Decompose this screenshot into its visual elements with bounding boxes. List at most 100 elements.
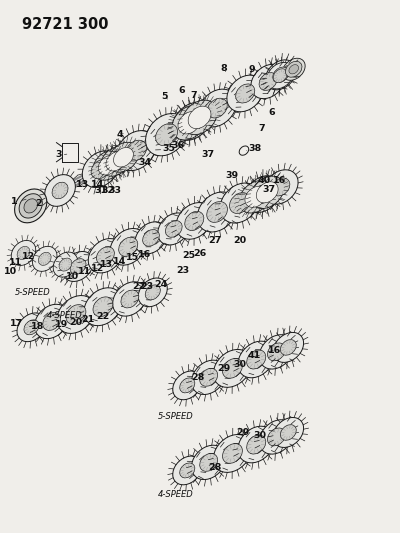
Ellipse shape bbox=[88, 239, 123, 273]
Text: 33: 33 bbox=[108, 186, 121, 195]
Ellipse shape bbox=[182, 100, 217, 135]
Text: 27: 27 bbox=[208, 237, 222, 246]
Text: 10: 10 bbox=[4, 268, 17, 276]
Ellipse shape bbox=[138, 278, 167, 306]
Ellipse shape bbox=[93, 150, 124, 180]
Ellipse shape bbox=[66, 305, 86, 325]
Ellipse shape bbox=[17, 313, 46, 342]
Text: 21: 21 bbox=[82, 315, 95, 324]
Text: 30: 30 bbox=[253, 431, 266, 440]
Ellipse shape bbox=[158, 213, 190, 245]
Text: 14: 14 bbox=[91, 180, 104, 189]
Ellipse shape bbox=[126, 140, 146, 161]
Text: 4-SPEED: 4-SPEED bbox=[158, 489, 193, 498]
Text: 7: 7 bbox=[191, 91, 197, 100]
Ellipse shape bbox=[268, 428, 285, 446]
Text: 14: 14 bbox=[113, 257, 126, 265]
Ellipse shape bbox=[108, 142, 139, 172]
Ellipse shape bbox=[84, 288, 122, 326]
Ellipse shape bbox=[173, 102, 211, 140]
Text: 13: 13 bbox=[76, 180, 89, 189]
Ellipse shape bbox=[273, 69, 287, 83]
Text: 28: 28 bbox=[208, 463, 222, 472]
Ellipse shape bbox=[273, 67, 289, 83]
Text: 6: 6 bbox=[179, 85, 186, 94]
Ellipse shape bbox=[57, 295, 95, 334]
Text: 23: 23 bbox=[140, 281, 153, 290]
Text: 37: 37 bbox=[202, 150, 215, 159]
Text: 16: 16 bbox=[268, 346, 281, 355]
Ellipse shape bbox=[236, 84, 255, 103]
Ellipse shape bbox=[19, 193, 42, 218]
Ellipse shape bbox=[146, 114, 188, 156]
Ellipse shape bbox=[98, 156, 118, 175]
Ellipse shape bbox=[197, 192, 237, 232]
Ellipse shape bbox=[32, 246, 57, 271]
Ellipse shape bbox=[116, 131, 156, 171]
Ellipse shape bbox=[268, 343, 285, 361]
Text: 30: 30 bbox=[234, 360, 246, 369]
Ellipse shape bbox=[200, 454, 218, 471]
Ellipse shape bbox=[145, 285, 160, 300]
Ellipse shape bbox=[192, 445, 226, 480]
Text: 34: 34 bbox=[138, 158, 152, 167]
Text: 18: 18 bbox=[31, 321, 44, 330]
Ellipse shape bbox=[289, 64, 298, 74]
Ellipse shape bbox=[70, 259, 86, 274]
Ellipse shape bbox=[222, 443, 242, 463]
Ellipse shape bbox=[192, 360, 226, 394]
Text: 22: 22 bbox=[96, 312, 110, 321]
Ellipse shape bbox=[227, 75, 264, 112]
Ellipse shape bbox=[207, 98, 227, 118]
Ellipse shape bbox=[119, 237, 138, 256]
Ellipse shape bbox=[239, 181, 272, 213]
Ellipse shape bbox=[245, 186, 267, 207]
Text: 15: 15 bbox=[126, 253, 140, 262]
Ellipse shape bbox=[34, 304, 69, 338]
Ellipse shape bbox=[250, 176, 284, 208]
Text: 24: 24 bbox=[154, 279, 167, 288]
Ellipse shape bbox=[172, 106, 207, 140]
Ellipse shape bbox=[213, 350, 252, 387]
Ellipse shape bbox=[273, 417, 304, 448]
Text: 31: 31 bbox=[95, 186, 108, 195]
Ellipse shape bbox=[121, 290, 139, 308]
Text: 39: 39 bbox=[226, 171, 239, 180]
Text: 36: 36 bbox=[172, 141, 185, 150]
Text: 11: 11 bbox=[78, 268, 91, 276]
Ellipse shape bbox=[166, 221, 182, 237]
Ellipse shape bbox=[17, 246, 30, 260]
Text: 20: 20 bbox=[234, 237, 246, 246]
Text: 29: 29 bbox=[236, 428, 249, 437]
Ellipse shape bbox=[220, 183, 260, 223]
Ellipse shape bbox=[286, 61, 302, 77]
Text: 25: 25 bbox=[182, 252, 195, 260]
Text: 10: 10 bbox=[66, 272, 79, 280]
Ellipse shape bbox=[113, 282, 147, 316]
Ellipse shape bbox=[282, 58, 305, 80]
Ellipse shape bbox=[259, 420, 294, 454]
Ellipse shape bbox=[188, 106, 211, 128]
Text: 2: 2 bbox=[36, 199, 42, 208]
Text: 41: 41 bbox=[248, 351, 261, 360]
Text: 22: 22 bbox=[132, 281, 145, 290]
Ellipse shape bbox=[114, 148, 133, 167]
Ellipse shape bbox=[135, 222, 167, 254]
Text: 29: 29 bbox=[218, 364, 231, 373]
Text: 12: 12 bbox=[91, 264, 104, 272]
Text: 19: 19 bbox=[55, 320, 68, 329]
Text: 9: 9 bbox=[249, 66, 255, 74]
Ellipse shape bbox=[176, 203, 213, 239]
Text: 37: 37 bbox=[263, 185, 276, 194]
Ellipse shape bbox=[52, 182, 68, 199]
Ellipse shape bbox=[266, 60, 296, 90]
Ellipse shape bbox=[253, 184, 272, 204]
Text: 23: 23 bbox=[177, 266, 190, 274]
Text: 5: 5 bbox=[162, 92, 168, 101]
Ellipse shape bbox=[251, 64, 285, 99]
Text: 8: 8 bbox=[221, 64, 228, 73]
Ellipse shape bbox=[238, 341, 274, 378]
Ellipse shape bbox=[173, 456, 202, 485]
Ellipse shape bbox=[11, 240, 36, 265]
Ellipse shape bbox=[63, 252, 93, 281]
